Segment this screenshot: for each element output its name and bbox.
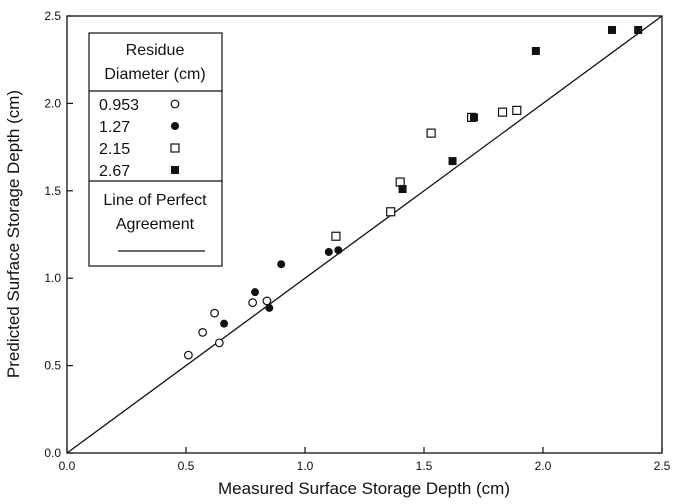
data-point-filled-square — [398, 185, 407, 194]
y-tick-label: 1.0 — [44, 271, 61, 285]
legend-marker-open-circle — [170, 99, 180, 109]
x-tick-label: 1.0 — [297, 459, 314, 473]
legend-entry-label: 1.27 — [99, 119, 130, 136]
y-tick-label: 2.0 — [44, 96, 61, 110]
legend-marker-open-square — [170, 143, 180, 153]
y-tick-label: 0.5 — [44, 359, 61, 373]
legend-entry-label: 2.15 — [99, 141, 130, 158]
data-point-filled-square — [531, 46, 540, 55]
data-point-open-square — [512, 105, 522, 115]
data-point-filled-circle — [334, 246, 343, 255]
x-tick-label: 0.5 — [178, 459, 195, 473]
legend-entry-label: 2.67 — [99, 163, 130, 180]
legend-title: Residue — [126, 42, 185, 59]
y-tick-label: 2.5 — [44, 9, 61, 23]
x-tick-label: 2.0 — [535, 459, 552, 473]
data-point-filled-circle — [251, 288, 260, 297]
x-tick-label: 2.5 — [654, 459, 671, 473]
y-tick-label: 0.0 — [44, 446, 61, 460]
data-point-open-square — [395, 177, 405, 187]
plot-frame — [66, 15, 663, 454]
legend-line-label: Agreement — [116, 216, 195, 233]
data-point-open-circle — [248, 298, 258, 308]
x-tick-label: 0.0 — [59, 459, 76, 473]
data-point-open-square — [331, 231, 341, 241]
data-point-filled-square — [634, 25, 643, 34]
reference-line-layer — [66, 15, 663, 454]
data-point-filled-square — [608, 25, 617, 34]
perfect-agreement-line — [66, 15, 663, 454]
data-point-filled-square — [448, 157, 457, 166]
legend: Residue Diameter (cm) 0.953 1.27 2.15 2.… — [88, 32, 223, 267]
legend-line-label: Line of Perfect — [103, 192, 207, 209]
legend-title: Diameter (cm) — [104, 66, 205, 83]
data-point-open-square — [497, 107, 508, 117]
legend-entry-label: 0.953 — [99, 97, 139, 114]
y-tick-label: 1.5 — [44, 184, 61, 198]
data-point-open-square — [426, 128, 436, 138]
data-point-open-circle — [183, 350, 193, 360]
data-point-open-square — [386, 207, 396, 217]
y-axis-label: Predicted Surface Storage Depth (cm) — [4, 90, 23, 378]
data-point-filled-circle — [265, 303, 274, 312]
ticks-layer: 0.0 0.5 1.0 1.5 2.0 2.5 0.0 0.5 1.0 1.5 2.0 2.5 — [44, 9, 670, 473]
data-point-open-circle — [262, 296, 272, 306]
data-point-open-circle — [210, 308, 219, 318]
data-point-filled-circle — [324, 247, 333, 256]
legend-box — [88, 32, 223, 267]
data-points-layer — [183, 25, 643, 360]
x-axis-label: Measured Surface Storage Depth (cm) — [218, 479, 510, 498]
legend-marker-filled-square — [171, 166, 179, 174]
data-point-open-circle — [198, 327, 208, 337]
data-point-filled-circle — [277, 260, 286, 269]
data-point-filled-circle — [220, 319, 229, 328]
data-point-open-circle — [214, 338, 224, 348]
x-tick-label: 1.5 — [416, 459, 433, 473]
data-point-filled-square — [469, 113, 478, 122]
legend-marker-filled-circle — [171, 122, 179, 130]
